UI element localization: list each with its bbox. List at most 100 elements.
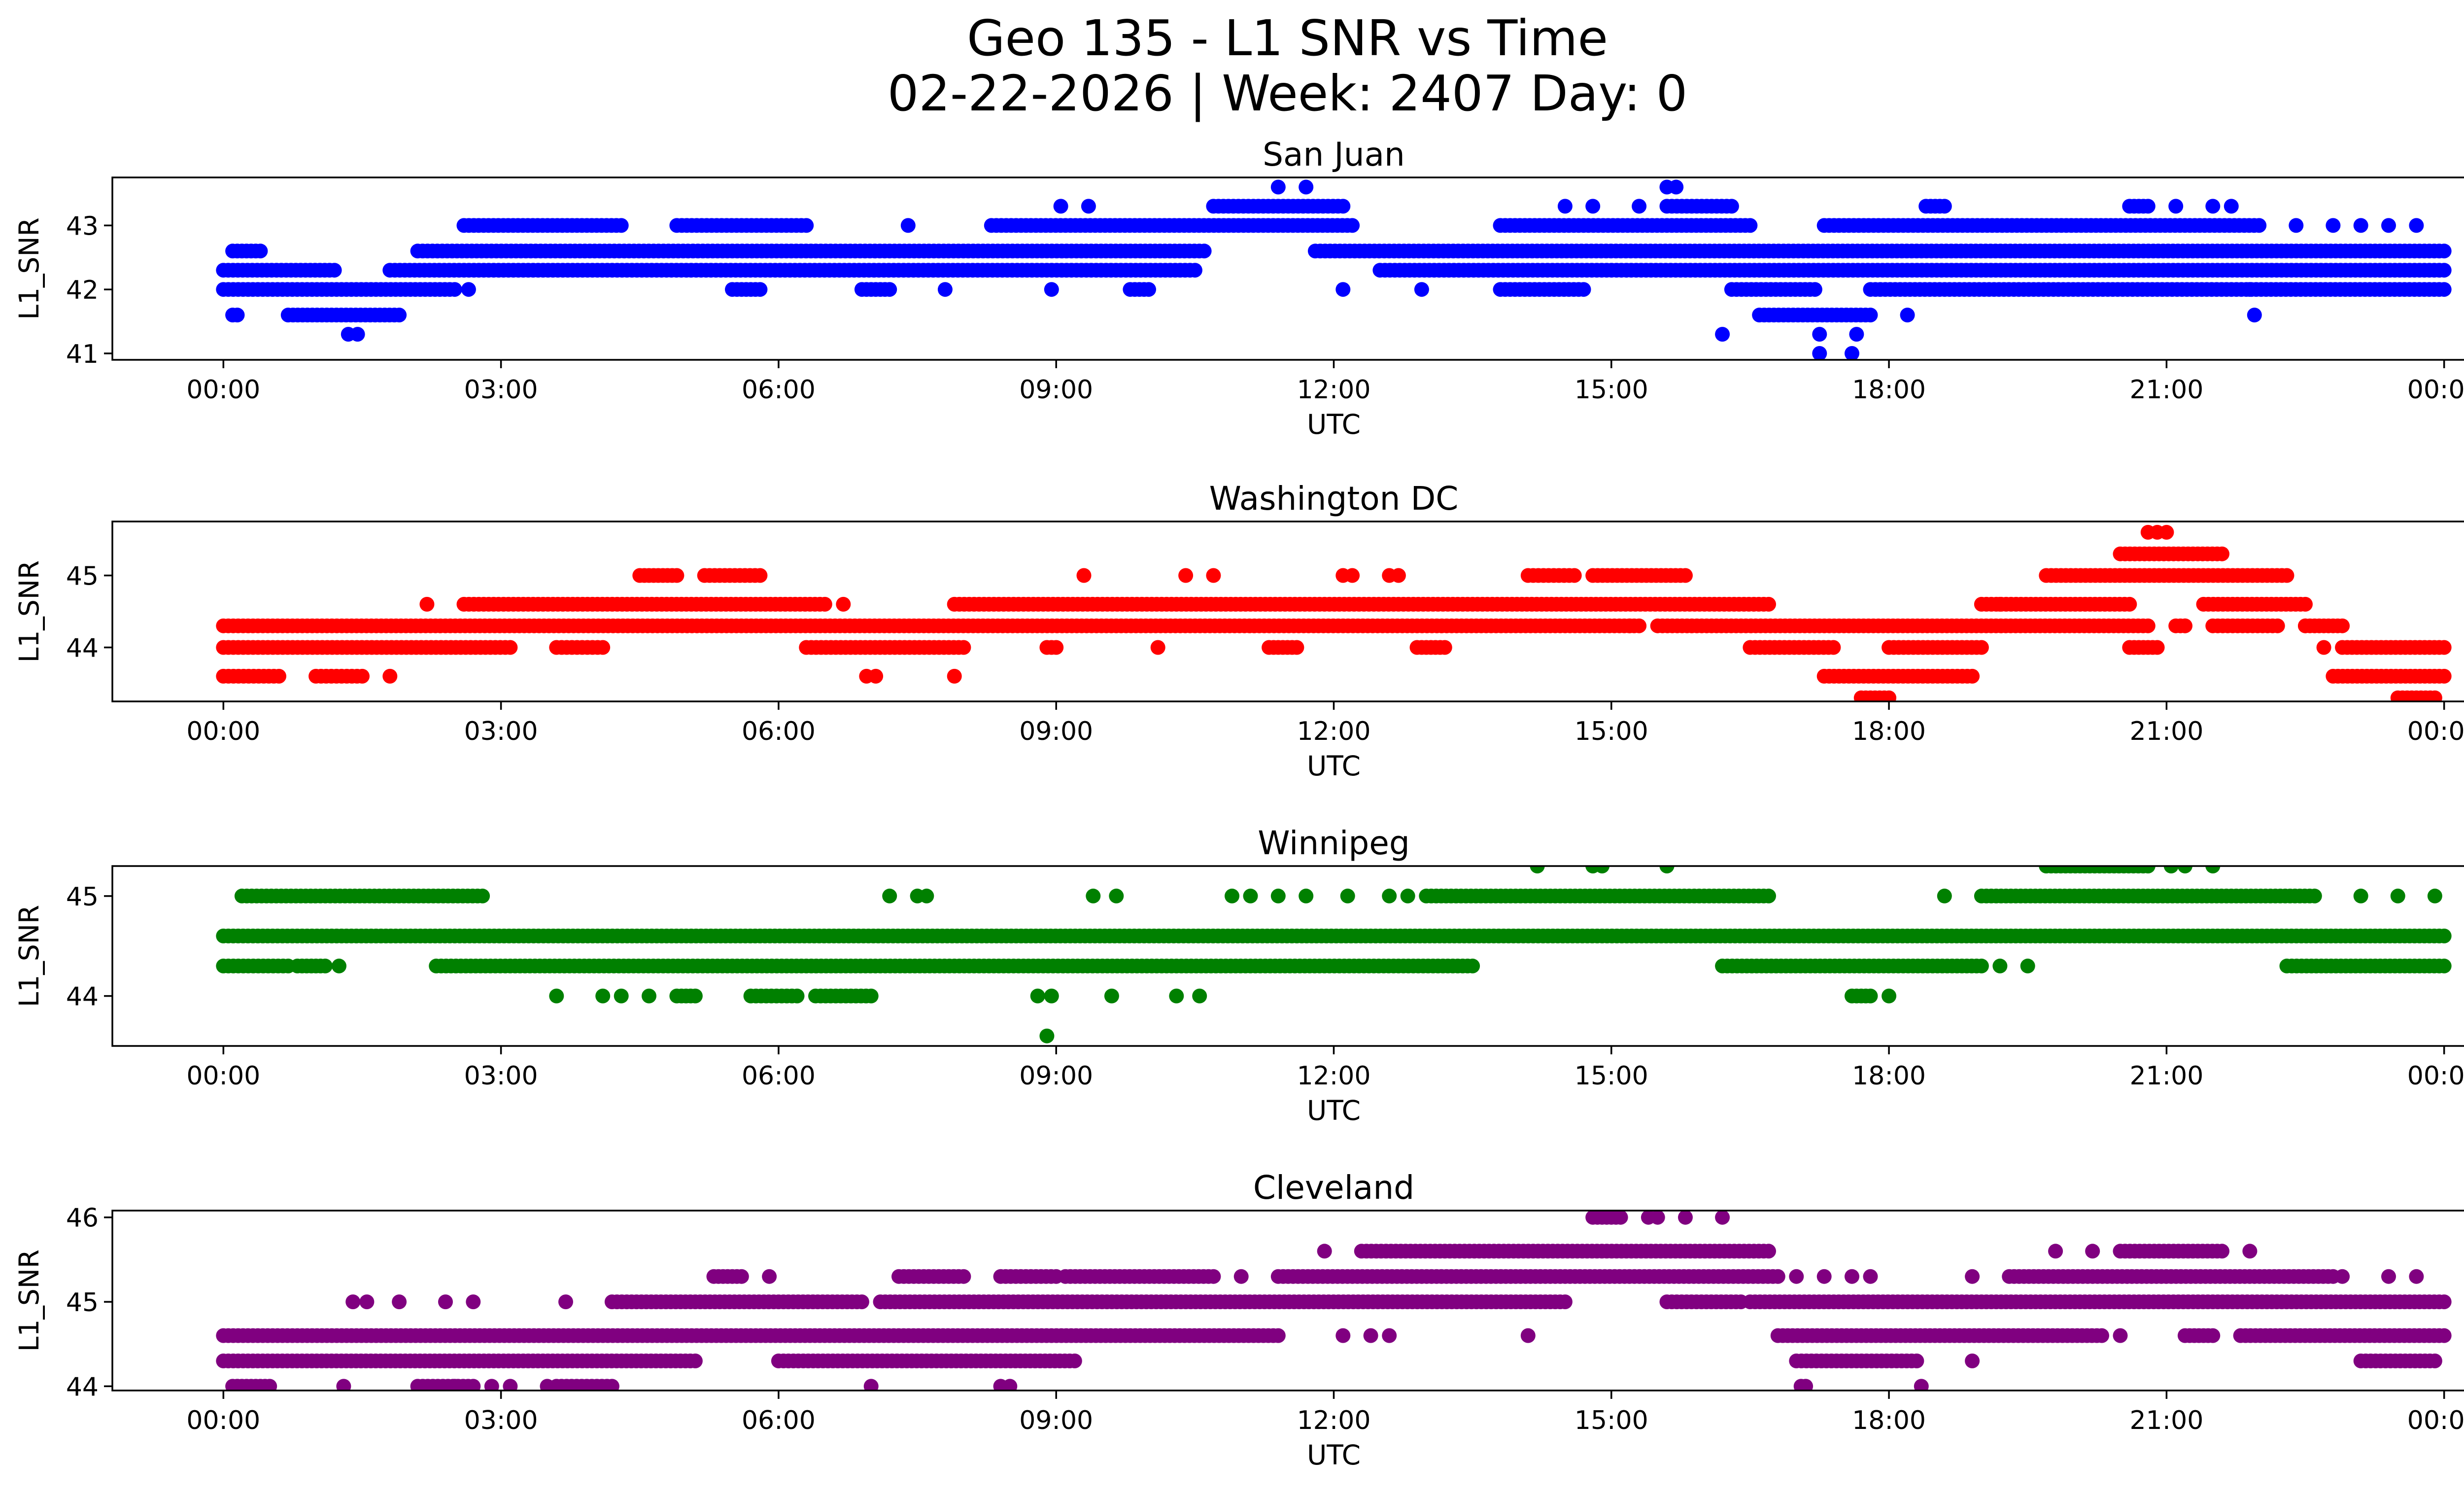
y-tick-label: 45 [66, 562, 99, 591]
data-point [1289, 640, 1304, 655]
x-tick-label: 09:00 [1019, 717, 1093, 746]
x-tick-label: 00:00 [186, 1061, 260, 1091]
data-point [1789, 1269, 1804, 1284]
data-point [1178, 568, 1194, 583]
data-point [836, 596, 851, 612]
data-point [1340, 888, 1355, 904]
data-point [1557, 1294, 1573, 1310]
data-point [2316, 640, 2331, 655]
data-point [642, 988, 656, 1004]
data-point [461, 282, 476, 297]
data-point [2279, 568, 2294, 583]
y-axis-label: L1_SNR [13, 560, 45, 662]
data-point [2289, 218, 2304, 233]
data-point [2122, 596, 2137, 612]
data-point [230, 308, 245, 323]
data-point [2205, 199, 2221, 214]
data-points-washington-dc [216, 524, 2452, 701]
data-point [2215, 1244, 2229, 1259]
data-point [614, 988, 629, 1004]
data-point [1382, 1328, 1397, 1343]
data-point [1335, 199, 1351, 214]
y-tick-label: 41 [66, 340, 99, 369]
x-tick-label: 06:00 [742, 717, 816, 746]
data-point [2436, 668, 2452, 684]
data-point [1345, 568, 1360, 583]
data-point [1039, 1028, 1055, 1043]
data-point [1557, 199, 1573, 214]
data-point [1044, 282, 1059, 297]
data-point [2427, 888, 2442, 904]
data-point [1465, 958, 1480, 973]
x-axis-label: UTC [1307, 1095, 1361, 1126]
data-point [355, 668, 370, 684]
data-point [1576, 282, 1591, 297]
data-point [1900, 308, 1915, 323]
data-point [1798, 1379, 1814, 1391]
data-point [1270, 1328, 1286, 1343]
data-point [1363, 1328, 1378, 1343]
data-point [2436, 640, 2452, 655]
data-point [1345, 218, 1360, 233]
data-point [1845, 346, 1859, 360]
data-point [2242, 282, 2258, 297]
data-point [2409, 218, 2424, 233]
data-point [1243, 888, 1258, 904]
data-point [1169, 988, 1184, 1004]
data-point [753, 568, 768, 583]
data-point [317, 958, 333, 973]
data-point [817, 596, 832, 612]
panel-winnipeg: 00:00 03:00 06:00 09:00 12:00 15:00 18:00 21:00… [13, 824, 2464, 1126]
data-point [1992, 596, 2008, 612]
data-point [1826, 640, 1841, 655]
data-point [2177, 618, 2192, 633]
x-tick-label: 00:00 [186, 717, 260, 746]
data-point [2140, 618, 2156, 633]
data-point [1197, 243, 1212, 259]
data-point [332, 958, 346, 973]
data-point [1678, 568, 1693, 583]
data-point [789, 988, 805, 1004]
data-point [1567, 568, 1582, 583]
data-point [2298, 596, 2313, 612]
data-point [1882, 988, 1897, 1004]
x-tick-label: 09:00 [1019, 375, 1093, 405]
data-point [1382, 888, 1397, 904]
data-point [359, 1294, 375, 1310]
data-point [919, 888, 934, 904]
data-point [2159, 524, 2174, 540]
data-point [2205, 1328, 2221, 1343]
y-tick-label: 42 [66, 276, 99, 305]
data-point [2436, 1294, 2452, 1310]
panel-title-winnipeg: Winnipeg [1258, 824, 1410, 862]
data-point [2298, 618, 2313, 633]
data-point [868, 668, 884, 684]
x-tick-label: 09:00 [1019, 1061, 1093, 1091]
data-point [336, 1379, 351, 1391]
data-point [1335, 1328, 1351, 1343]
data-point [1863, 308, 1878, 323]
data-point [558, 1294, 573, 1310]
data-point [687, 1354, 703, 1368]
data-point [1965, 1269, 1980, 1284]
data-point [503, 1379, 518, 1391]
data-point [937, 282, 953, 297]
data-point [734, 1269, 749, 1284]
data-point [1715, 327, 1730, 342]
data-point [1715, 1211, 1730, 1225]
data-point [669, 568, 684, 583]
data-point [2381, 218, 2396, 233]
panel-cleveland: 00:00 03:00 06:00 09:00 12:00 15:00 18:00 21:00… [13, 1169, 2464, 1471]
data-point [753, 282, 768, 297]
data-point [327, 263, 342, 278]
panel-san-juan: 00:00 03:00 06:00 09:00 12:00 15:00 18:00 21:00… [13, 136, 2464, 440]
data-point [1270, 888, 1286, 904]
data-point [604, 1379, 619, 1391]
data-point [1391, 568, 1406, 583]
x-tick-label: 21:00 [2129, 717, 2203, 746]
data-point [687, 988, 703, 1004]
data-points-winnipeg [216, 866, 2452, 1043]
data-point [1530, 866, 1545, 873]
y-tick-label: 45 [66, 882, 99, 912]
data-point [447, 282, 462, 297]
